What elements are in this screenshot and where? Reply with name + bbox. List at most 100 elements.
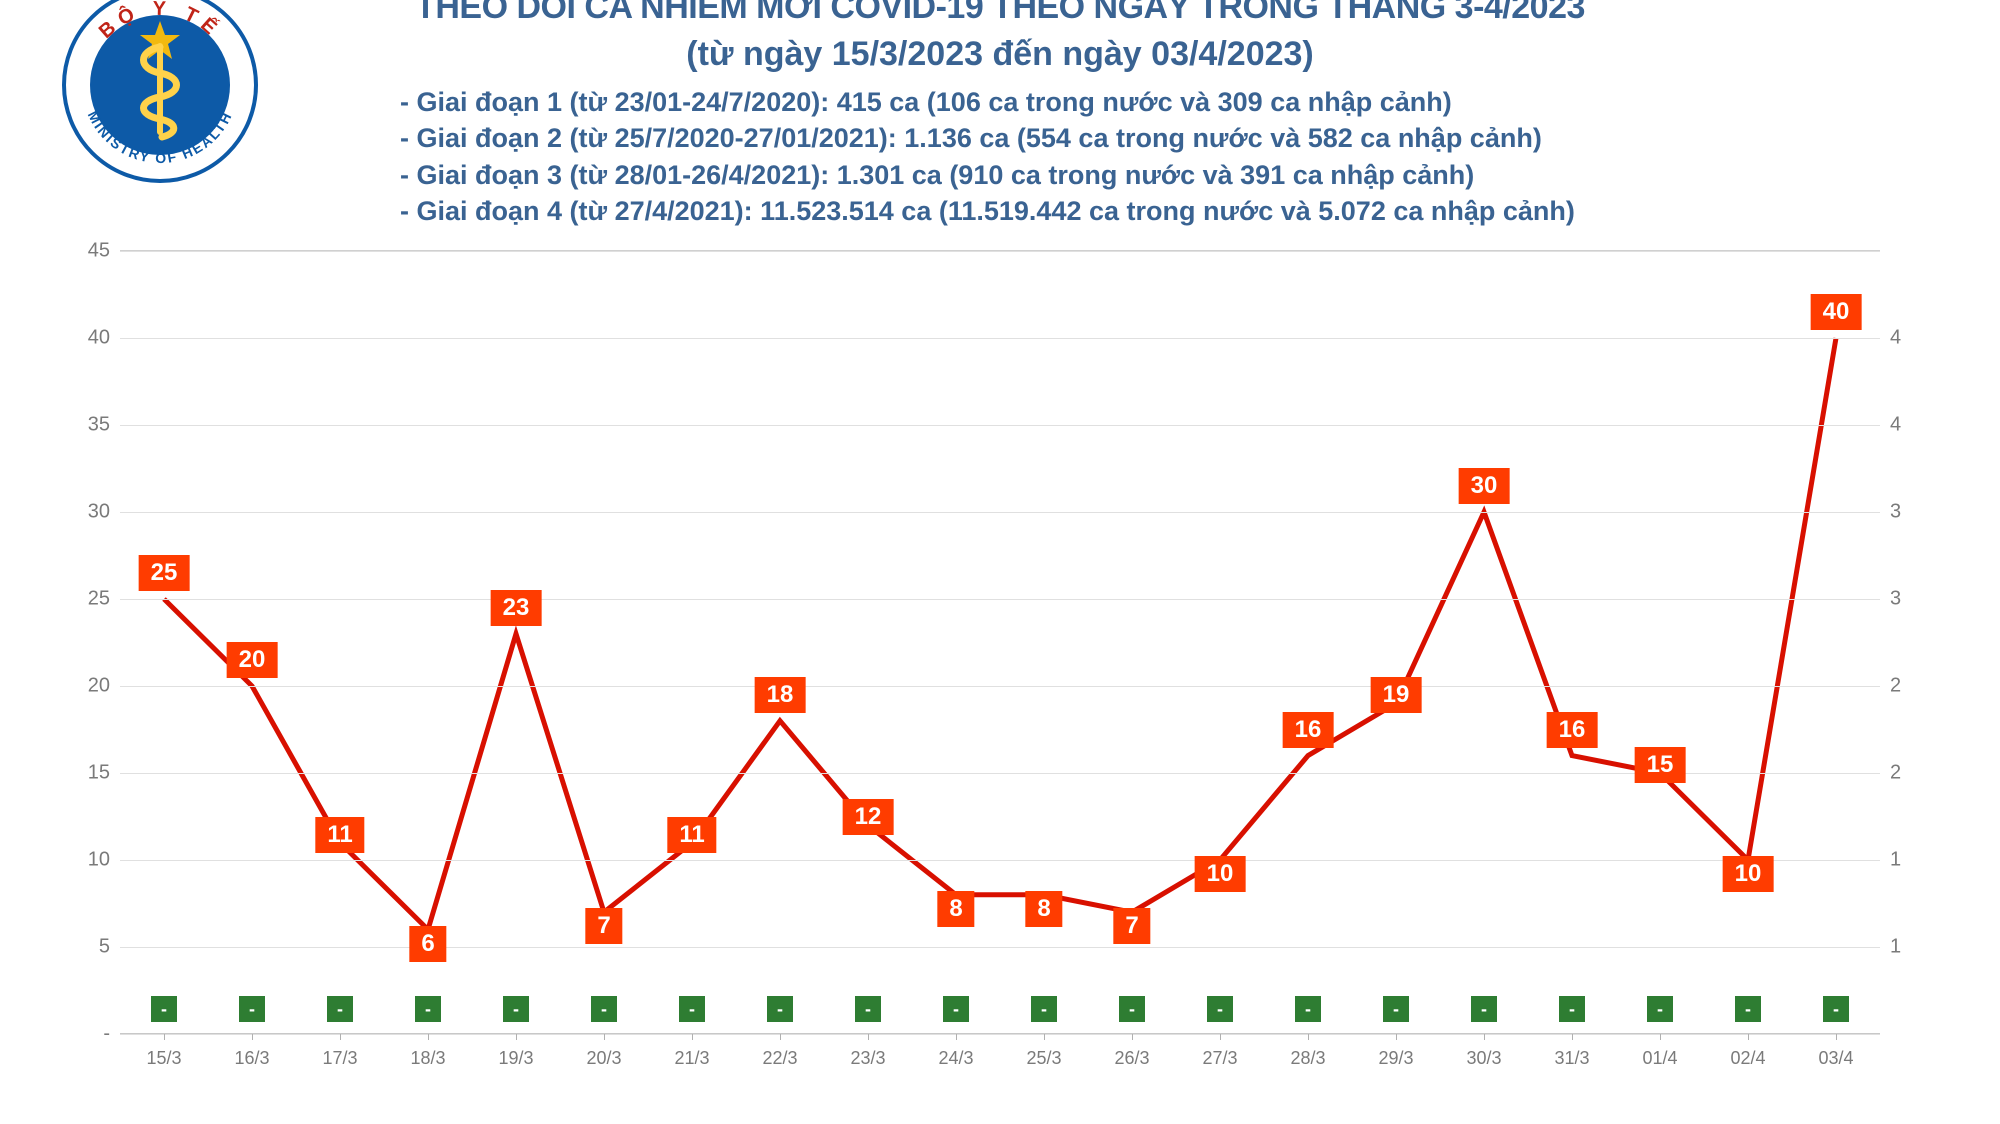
phase-line: - Giai đoạn 2 (từ 25/7/2020-27/01/2021):…: [400, 120, 1600, 156]
chart-area: -510152025303540451122334415/3-2516/3-20…: [40, 230, 1960, 1094]
y-left-tick: 45: [70, 240, 110, 263]
gridline: [120, 425, 1880, 426]
data-value-label: 23: [491, 590, 542, 626]
y-left-tick: 20: [70, 675, 110, 698]
x-tick: [1044, 1034, 1045, 1040]
y-left-tick: 5: [70, 936, 110, 959]
x-tick: [1572, 1034, 1573, 1040]
x-tick: [428, 1034, 429, 1040]
secondary-series-label: -: [1295, 996, 1321, 1022]
gridline: [120, 686, 1880, 687]
secondary-series-label: -: [679, 996, 705, 1022]
x-tick: [1396, 1034, 1397, 1040]
x-axis-label: 18/3: [410, 1048, 445, 1069]
phase-line: - Giai đoạn 1 (từ 23/01-24/7/2020): 415 …: [400, 84, 1600, 120]
phase-line: - Giai đoạn 4 (từ 27/4/2021): 11.523.514…: [400, 193, 1600, 229]
x-axis-label: 24/3: [938, 1048, 973, 1069]
y-right-tick: 4: [1890, 327, 1930, 350]
x-tick: [956, 1034, 957, 1040]
secondary-series-label: -: [1119, 996, 1145, 1022]
gridline: [120, 947, 1880, 948]
gridline: [120, 251, 1880, 252]
secondary-series-label: -: [1031, 996, 1057, 1022]
y-right-tick: 4: [1890, 414, 1930, 437]
y-left-tick: 25: [70, 588, 110, 611]
x-tick: [340, 1034, 341, 1040]
x-axis-label: 23/3: [850, 1048, 885, 1069]
y-left-tick: -: [70, 1023, 110, 1046]
gridline: [120, 860, 1880, 861]
data-value-label: 12: [843, 799, 894, 835]
x-axis-label: 17/3: [322, 1048, 357, 1069]
y-right-tick: 3: [1890, 501, 1930, 524]
x-tick: [868, 1034, 869, 1040]
y-right-tick: 2: [1890, 675, 1930, 698]
data-value-label: 10: [1723, 856, 1774, 892]
x-tick: [164, 1034, 165, 1040]
secondary-series-label: -: [1471, 996, 1497, 1022]
data-value-label: 16: [1547, 712, 1598, 748]
x-tick: [692, 1034, 693, 1040]
secondary-series-label: -: [327, 996, 353, 1022]
secondary-series-label: -: [591, 996, 617, 1022]
y-left-tick: 35: [70, 414, 110, 437]
data-value-label: 7: [1113, 908, 1150, 944]
gridline: [120, 1034, 1880, 1035]
x-tick: [1748, 1034, 1749, 1040]
data-value-label: 15: [1635, 747, 1686, 783]
page-root: BỘ Y TẾ MINISTRY OF HEALTH THEO DÕI CA N…: [0, 0, 2000, 1124]
x-axis-label: 01/4: [1642, 1048, 1677, 1069]
x-tick: [516, 1034, 517, 1040]
x-axis-label: 30/3: [1466, 1048, 1501, 1069]
x-tick: [1484, 1034, 1485, 1040]
x-tick: [1132, 1034, 1133, 1040]
line-series: [164, 338, 1836, 930]
gridline: [120, 773, 1880, 774]
x-axis-label: 26/3: [1114, 1048, 1149, 1069]
secondary-series-label: -: [767, 996, 793, 1022]
x-tick: [1836, 1034, 1837, 1040]
chart-title-line2: (từ ngày 15/3/2023 đến ngày 03/4/2023): [0, 35, 2000, 74]
phase-line: - Giai đoạn 3 (từ 28/01-26/4/2021): 1.30…: [400, 157, 1600, 193]
y-right-tick: 1: [1890, 849, 1930, 872]
x-axis-label: 16/3: [234, 1048, 269, 1069]
secondary-series-label: -: [855, 996, 881, 1022]
secondary-series-label: -: [151, 996, 177, 1022]
x-axis-label: 25/3: [1026, 1048, 1061, 1069]
secondary-series-label: -: [415, 996, 441, 1022]
chart-title-line1: THEO DÕI CA NHIỄM MỚI COVID-19 THEO NGÀY…: [0, 0, 2000, 27]
secondary-series-label: -: [943, 996, 969, 1022]
x-tick: [1220, 1034, 1221, 1040]
data-value-label: 20: [227, 642, 278, 678]
x-axis-label: 20/3: [586, 1048, 621, 1069]
x-tick: [780, 1034, 781, 1040]
line-svg: [120, 251, 1880, 1034]
phase-notes: - Giai đoạn 1 (từ 23/01-24/7/2020): 415 …: [400, 84, 1600, 230]
data-value-label: 8: [937, 891, 974, 927]
x-axis-label: 31/3: [1554, 1048, 1589, 1069]
x-tick: [252, 1034, 253, 1040]
data-value-label: 25: [139, 555, 190, 591]
data-value-label: 18: [755, 677, 806, 713]
y-left-tick: 10: [70, 849, 110, 872]
secondary-series-label: -: [239, 996, 265, 1022]
data-value-label: 7: [585, 908, 622, 944]
data-value-label: 40: [1811, 294, 1862, 330]
gridline: [120, 599, 1880, 600]
data-value-label: 10: [1195, 856, 1246, 892]
data-value-label: 30: [1459, 468, 1510, 504]
x-axis-label: 02/4: [1730, 1048, 1765, 1069]
x-axis-label: 27/3: [1202, 1048, 1237, 1069]
x-axis-label: 22/3: [762, 1048, 797, 1069]
x-tick: [1660, 1034, 1661, 1040]
data-value-label: 6: [409, 926, 446, 962]
secondary-series-label: -: [1823, 996, 1849, 1022]
x-axis-label: 03/4: [1818, 1048, 1853, 1069]
x-axis-label: 29/3: [1378, 1048, 1413, 1069]
y-left-tick: 40: [70, 327, 110, 350]
x-axis-label: 21/3: [674, 1048, 709, 1069]
x-axis-label: 28/3: [1290, 1048, 1325, 1069]
data-value-label: 19: [1371, 677, 1422, 713]
secondary-series-label: -: [1559, 996, 1585, 1022]
gridline: [120, 512, 1880, 513]
